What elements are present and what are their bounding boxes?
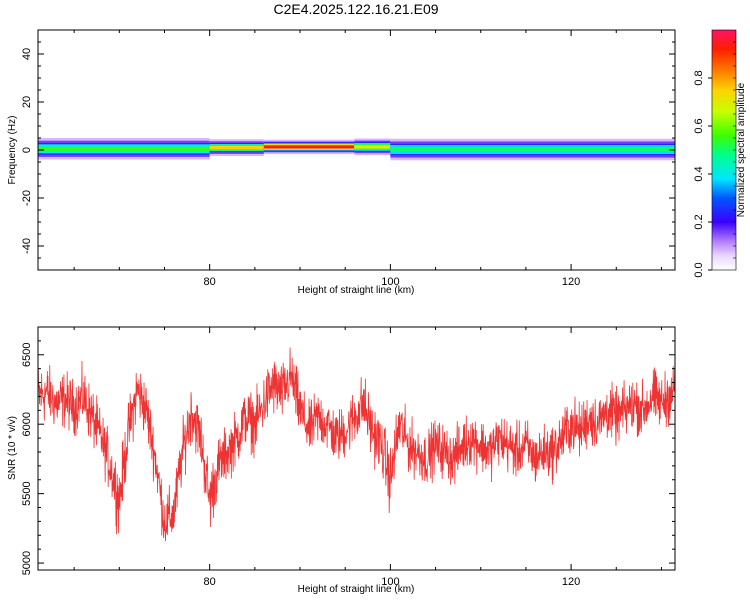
heatmap-x-tick-label: 80 [204,276,216,288]
colorbar-ticks: 0.0 0.2 0.4 0.6 0.8 [693,41,736,278]
snr-y-tick-label: 5000 [21,551,33,575]
snr-y-tick-label: 6500 [21,343,33,367]
heatmap-x-axis-label: Height of straight line (km) [298,285,415,296]
snr-frame [37,326,676,571]
snr-panel: 80 100 120 6500 6000 5500 5000 Height of strai… [7,326,676,595]
heatmap-y-tick-label: 0 [21,147,33,153]
snr-x-axis-label: Height of straight line (km) [298,584,415,595]
snr-x-tick-label: 80 [204,576,216,588]
snr-x-tick-label: 120 [562,576,580,588]
heatmap-band-segment-0-layer-5 [38,146,210,151]
heatmap-y-tick-label: 20 [21,96,33,108]
colorbar-tick-label: 0.4 [693,166,705,181]
colorbar-tick-label: 0.6 [693,118,705,133]
heatmap-x-tick-label: 120 [562,276,580,288]
colorbar-gradient [712,30,736,270]
snr-series-line [38,347,675,542]
heatmap-panel: 80 100 120 40 20 0 -20 -40 Height of straight l… [7,29,676,296]
snr-plot-area [38,327,675,570]
snr-y-axis-label: SNR (10 * v/v) [7,416,18,480]
heatmap-y-axis-label: Frequency (Hz) [7,116,18,185]
heatmap-x-tick-label: 100 [381,276,399,288]
heatmap-band-segment-4-layer-5 [390,147,675,152]
heatmap-frame [37,29,676,271]
snr-x-tick-label: 100 [381,576,399,588]
heatmap-band [38,138,675,161]
heatmap-band-segment-2-layer-5 [263,145,355,149]
heatmap-y-tick-label: -20 [21,190,33,206]
heatmap-band-segment-3-layer-5 [354,145,391,149]
heatmap-y-tick-label: 40 [21,48,33,60]
snr-y-tick-label: 5500 [21,481,33,505]
snr-y-tick-label: 6000 [21,412,33,436]
colorbar-tick-label: 0.8 [693,70,705,85]
heatmap-ticks: 80 100 120 40 20 0 -20 -40 [21,30,675,288]
snr-ticks: 80 100 120 6500 6000 5500 5000 [21,326,675,588]
colorbar: 0.0 0.2 0.4 0.6 0.8 Normalized spectral ampl… [693,29,747,278]
heatmap-band-segment-1-layer-5 [209,146,264,150]
colorbar-tick-label: 0.2 [693,214,705,229]
colorbar-tick-label: 0.0 [693,262,705,277]
chart-title: C2E4.2025.122.16.21.E09 [273,1,438,17]
colorbar-label: Normalized spectral amplitude [736,82,747,217]
heatmap-y-tick-label: -40 [21,238,33,254]
